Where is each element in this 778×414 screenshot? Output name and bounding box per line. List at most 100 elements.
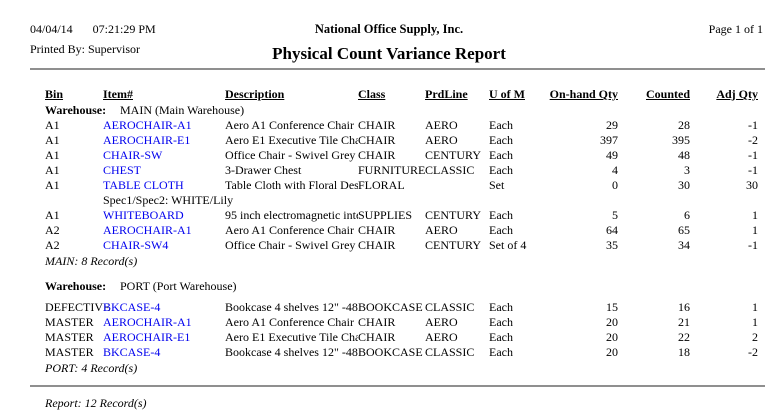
cell-description: Bookcase 4 shelves 12" -48" : [225,300,358,314]
cell-class: CHAIR [358,223,396,237]
cell-onhand: 0 [612,178,618,192]
item-number-link[interactable]: AEROCHAIR-A1 [103,223,192,237]
cell-bin: MASTER [45,330,94,344]
cell-adj: 1 [752,300,758,314]
cell-onhand: 5 [612,208,618,222]
cell-description: Bookcase 4 shelves 12" -48" : [225,345,358,359]
cell-bin: A2 [45,223,60,237]
cell-bin: MASTER [45,315,94,329]
item-number-link[interactable]: BKCASE-4 [103,345,161,359]
cell-prdline: CLASSIC [425,300,475,314]
warehouse-name: MAIN (Main Warehouse) [120,103,245,117]
item-number-link[interactable]: AEROCHAIR-A1 [103,315,192,329]
cell-description: Aero A1 Conference Chair [225,315,354,329]
warehouse-group-main: A1 AEROCHAIR-A1 Aero A1 Conference Chair CH… [0,118,778,253]
cell-onhand: 4 [612,163,618,177]
cell-description: Table Cloth with Floral Desig [225,178,358,192]
cell-counted: 21 [678,315,690,329]
col-header-uofm: U of M [489,87,525,101]
print-date: 04/04/14 [30,22,73,36]
cell-class: CHAIR [358,133,396,147]
item-number-link[interactable]: CHAIR-SW [103,148,163,162]
cell-uofm: Each [489,330,513,344]
cell-adj: -1 [748,163,758,177]
cell-counted: 34 [678,238,690,252]
cell-adj: -2 [748,345,758,359]
cell-counted: 395 [672,133,690,147]
item-number-link[interactable]: AEROCHAIR-E1 [103,330,191,344]
cell-uofm: Each [489,208,513,222]
cell-counted: 3 [684,163,690,177]
table-row: A2 AEROCHAIR-A1 Aero A1 Conference Chair CH… [45,223,778,238]
group-footer-main: MAIN: 8 Record(s) [45,254,138,268]
cell-onhand: 29 [606,118,618,132]
col-header-description: Description [225,87,285,101]
cell-adj: 1 [752,315,758,329]
cell-uofm: Set [489,178,505,192]
cell-bin: A2 [45,238,60,252]
cell-onhand: 49 [606,148,618,162]
item-number-link[interactable]: BKCASE-4 [103,300,161,314]
cell-description: Aero A1 Conference Chair [225,118,354,132]
cell-description: Office Chair - Swivel Grey [225,148,356,162]
cell-prdline: AERO [425,133,458,147]
cell-onhand: 64 [606,223,618,237]
cell-class: SUPPLIES [358,208,413,222]
cell-bin: DEFECTIVE [45,300,111,314]
header-divider [30,68,765,70]
cell-prdline: AERO [425,118,458,132]
item-number-link[interactable]: AEROCHAIR-E1 [103,133,191,147]
table-row: MASTER BKCASE-4 Bookcase 4 shelves 12" -48… [45,345,778,360]
cell-counted: 65 [678,223,690,237]
cell-uofm: Each [489,148,513,162]
cell-uofm: Each [489,163,513,177]
item-number-link[interactable]: WHITEBOARD [103,208,184,222]
cell-counted: 16 [678,300,690,314]
printed-by: Printed By: Supervisor [30,42,140,56]
col-header-adj-qty: Adj Qty [716,87,758,101]
item-number-link[interactable]: CHAIR-SW4 [103,238,169,252]
cell-uofm: Each [489,133,513,147]
cell-prdline: CENTURY [425,238,482,252]
spacer [0,269,778,278]
col-header-item: Item# [103,87,133,101]
cell-uofm: Each [489,315,513,329]
cell-class: BOOKCASE [358,300,423,314]
cell-bin: A1 [45,148,60,162]
cell-class: FLORAL [358,178,405,192]
cell-counted: 18 [678,345,690,359]
cell-adj: -1 [748,118,758,132]
cell-class: CHAIR [358,330,396,344]
warehouse-group-port: DEFECTIVE BKCASE-4 Bookcase 4 shelves 12" … [0,300,778,360]
cell-bin: A1 [45,118,60,132]
table-row: A1 WHITEBOARD 95 inch electromagnetic inte… [45,208,778,223]
cell-description: 95 inch electromagnetic inter [225,208,358,222]
cell-description: Aero A1 Conference Chair [225,223,354,237]
table-row: A1 AEROCHAIR-E1 Aero E1 Executive Tile Cha… [45,133,778,148]
print-time: 07:21:29 PM [92,22,156,36]
item-number-link[interactable]: TABLE CLOTH [103,178,184,192]
cell-bin: A1 [45,208,60,222]
item-number-link[interactable]: CHEST [103,163,142,177]
warehouse-header-main: Warehouse: MAIN (Main Warehouse) [0,102,778,118]
table-row: A2 CHAIR-SW4 Office Chair - Swivel Grey 4 … [45,238,778,253]
page-number: Page 1 of 1 [708,22,763,36]
cell-description: 3-Drawer Chest [225,163,302,177]
table-row: MASTER AEROCHAIR-E1 Aero E1 Executive Tile… [45,330,778,345]
item-number-link[interactable]: AEROCHAIR-A1 [103,118,192,132]
table-row: A1 CHEST 3-Drawer Chest FURNITURE CLASSIC Eac… [45,163,778,178]
cell-prdline: CENTURY [425,148,482,162]
report-title: Physical Count Variance Report [272,44,506,63]
cell-adj: 2 [752,330,758,344]
cell-bin: A1 [45,163,60,177]
cell-class: CHAIR [358,315,396,329]
cell-counted: 6 [684,208,690,222]
cell-adj: -1 [748,148,758,162]
warehouse-label: Warehouse: [45,279,107,293]
cell-adj: 1 [752,223,758,237]
warehouse-name: PORT (Port Warehouse) [120,279,237,293]
company-name: National Office Supply, Inc. [314,22,464,36]
cell-onhand: 35 [606,238,618,252]
table-row: A1 CHAIR-SW Office Chair - Swivel Grey CHAI… [45,148,778,163]
